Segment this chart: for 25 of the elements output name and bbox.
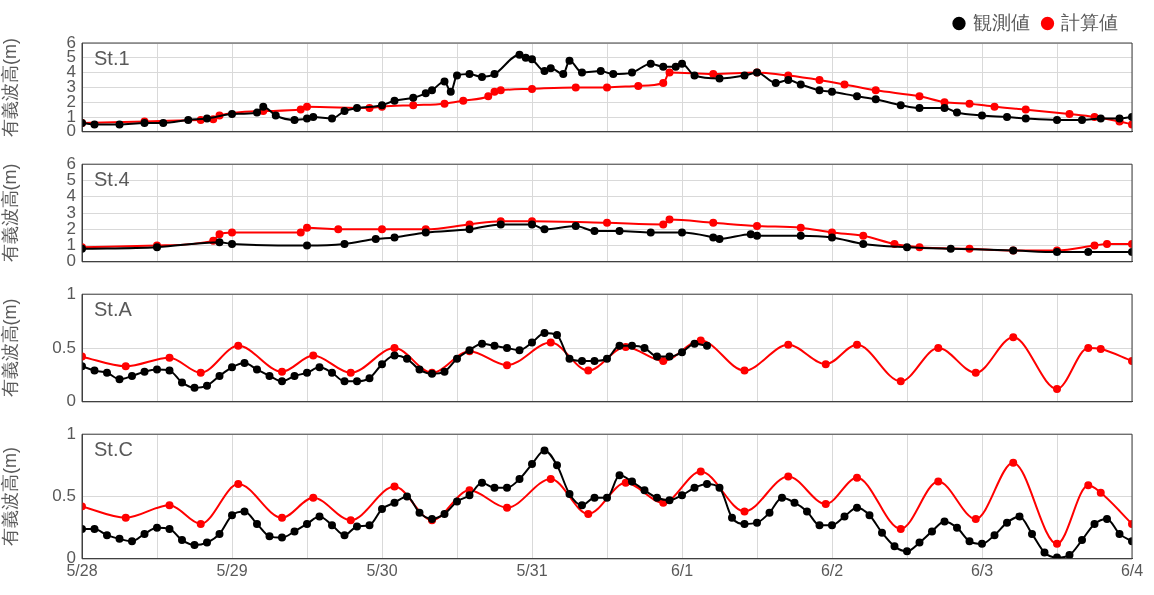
- x-tick-label: 6/4: [1120, 561, 1144, 579]
- legend-label: 計算値: [1061, 11, 1118, 33]
- x-tick-label: 6/1: [670, 561, 694, 579]
- x-tick-label: 5/30: [366, 561, 398, 579]
- x-tick-label: 6/3: [970, 561, 994, 579]
- x-tick-label: 5/29: [216, 561, 248, 579]
- x-tick-label: 5/31: [516, 561, 548, 579]
- y-axis-title: 有義波高(m): [0, 447, 20, 546]
- y-tick-label: 0: [66, 121, 76, 141]
- chart-title: St.1: [94, 46, 130, 69]
- x-tick-label: 6/2: [820, 561, 844, 579]
- chart-title: St.A: [94, 297, 133, 320]
- y-axis-title: 有義波高(m): [0, 163, 20, 263]
- y-axis-title: 有義波高(m): [0, 298, 20, 398]
- y-tick-label: 0.5: [52, 486, 76, 506]
- y-tick-label: 1: [66, 283, 76, 303]
- y-axis-title: 有義波高(m): [0, 37, 20, 137]
- y-tick-label: 2: [66, 91, 76, 111]
- chart-title: St.4: [94, 167, 130, 190]
- chart-title: St.C: [94, 437, 133, 460]
- legend-label: 観測値: [972, 11, 1030, 33]
- y-tick-label: 6: [66, 153, 76, 173]
- y-tick-label: 0.5: [52, 337, 76, 357]
- y-tick-label: 1: [66, 423, 76, 443]
- y-tick-label: 0: [66, 391, 76, 411]
